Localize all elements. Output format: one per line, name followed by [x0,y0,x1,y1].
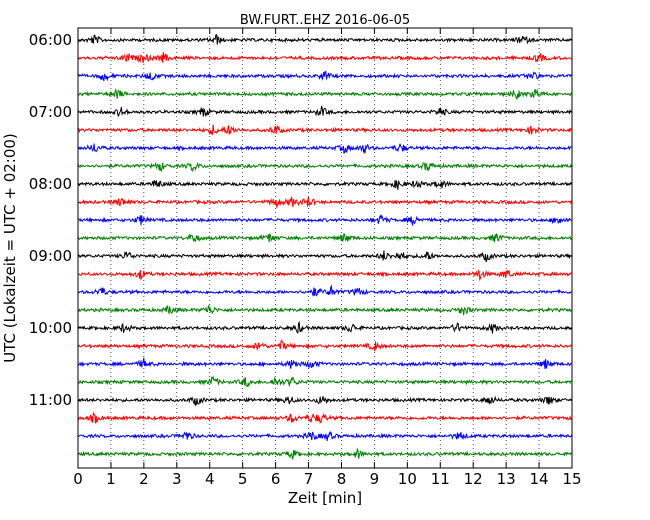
seismic-trace [77,196,572,209]
chart-title: BW.FURT..EHZ 2016-06-05 [240,13,410,28]
x-tick-label: 7 [304,470,314,488]
y-tick-label: 11:00 [29,391,72,409]
seismic-trace [77,233,572,243]
seismic-trace [77,304,572,316]
y-tick-label: 07:00 [29,103,72,121]
x-tick-label: 14 [530,470,549,488]
seismic-trace [77,357,572,369]
x-tick-label: 5 [238,470,248,488]
x-tick-label: 0 [73,470,83,488]
seismic-trace [77,179,572,190]
y-tick-label: 06:00 [29,31,72,49]
x-tick-label: 6 [271,470,281,488]
seismic-trace [77,52,572,64]
x-axis-label: Zeit [min] [288,489,362,507]
trace-lines [77,34,572,460]
x-tick-label: 4 [205,470,215,488]
seismic-trace [77,105,572,118]
seismic-trace [77,71,572,82]
y-tick-label: 10:00 [29,319,72,337]
plot-frame [77,27,573,469]
x-tick-label: 3 [172,470,182,488]
seismic-trace [77,88,572,101]
seismic-trace [77,214,572,227]
seismic-trace [77,375,572,388]
y-axis-label: UTC (Lokalzeit = UTC + 02:00) [1,133,19,363]
seismic-trace [77,124,572,136]
seismic-trace [77,34,572,45]
x-tick-label: 10 [398,470,417,488]
seismic-trace [77,143,572,155]
axis-ticks [77,28,573,468]
seismic-trace [77,284,572,297]
seismic-trace [77,411,572,425]
y-tick-labels: 06:00 07:00 08:00 09:00 10:00 11:00 [29,31,72,409]
seismic-trace [77,320,572,334]
seismic-trace [77,395,572,407]
x-tick-label: 1 [106,470,116,488]
y-tick-label: 09:00 [29,247,72,265]
y-tick-label: 08:00 [29,175,72,193]
x-tick-label: 11 [431,470,450,488]
x-tick-label: 2 [139,470,149,488]
x-tick-label: 13 [497,470,516,488]
seismic-trace [77,161,572,173]
seismic-trace [77,430,572,441]
x-tick-label: 15 [562,470,581,488]
x-tick-label: 9 [370,470,380,488]
x-tick-label: 8 [337,470,347,488]
x-tick-label: 12 [464,470,483,488]
grid-lines [110,28,540,468]
seismic-trace [77,339,572,352]
seismic-trace [77,250,572,263]
x-tick-labels: 0 1 2 3 4 5 6 7 8 9 10 11 12 13 14 15 [73,470,581,488]
seismic-trace [77,447,572,460]
seismic-trace [77,269,572,282]
